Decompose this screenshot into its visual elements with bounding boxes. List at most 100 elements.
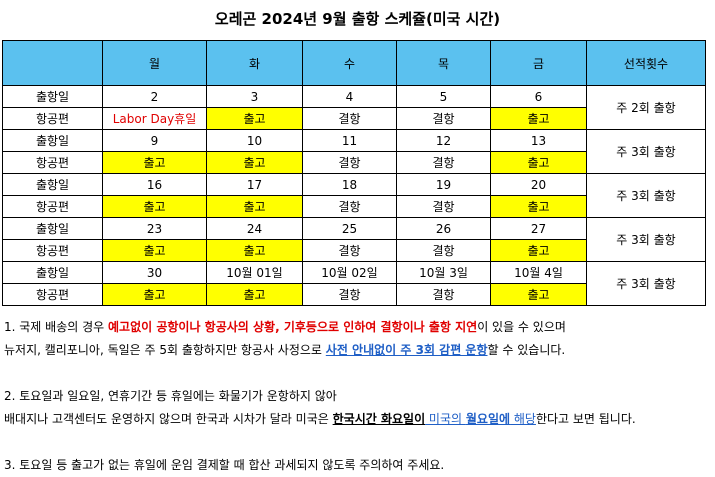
date-cell: 23: [102, 217, 207, 240]
note-text: 뉴저지, 캘리포니아, 독일은 주 5회 출항하지만 항공사 사정으로: [4, 343, 326, 357]
frequency-cell: 주 3회 출항: [586, 217, 706, 262]
table-row: 출항일 2 3 4 5 6 주 2회 출항: [2, 85, 706, 130]
shipment-cell: 출고: [490, 107, 587, 130]
shipment-cell: 출고: [490, 151, 587, 174]
shipment-cell: 출고: [102, 151, 207, 174]
cancel-cell: 결항: [396, 195, 491, 218]
row-label-date: 출항일: [2, 85, 103, 108]
cancel-cell: 결항: [396, 283, 491, 306]
row-label-flight: 항공편: [2, 283, 103, 306]
date-cell: 18: [302, 173, 397, 196]
frequency-cell: 주 3회 출항: [586, 173, 706, 218]
date-cell: 10월 02일: [302, 261, 397, 284]
table-row: 항공편 출고 출고 결항 결항 출고: [2, 239, 706, 262]
table-row: 항공편 출고 출고 결항 결항 출고: [2, 195, 706, 218]
shipment-cell: 출고: [206, 151, 303, 174]
date-cell: 27: [490, 217, 587, 240]
note-text: 1. 국제 배송의 경우: [4, 320, 108, 334]
date-cell: 10: [206, 129, 303, 152]
row-label-flight: 항공편: [2, 151, 103, 174]
row-label-flight: 항공편: [2, 195, 103, 218]
shipment-cell: 출고: [206, 283, 303, 306]
note-warning-text: 예고없이 공항이나 항공사의 상황, 기후등으로 인하여 결항이나 출항 지연: [108, 320, 478, 334]
shipment-cell: 출고: [206, 239, 303, 262]
table-row: 출항일 9 10 11 12 13 주 3회 출항: [2, 129, 706, 174]
header-frequency: 선적횟수: [586, 40, 706, 86]
header-wed: 수: [302, 40, 397, 86]
note-1-line-2: 뉴저지, 캘리포니아, 독일은 주 5회 출항하지만 항공사 사정으로 사전 안…: [4, 339, 709, 362]
date-cell: 30: [102, 261, 207, 284]
note-text: 2. 토요일과 일요일, 연휴기간 등 휴일에는 화물기가 운항하지 않아: [4, 389, 337, 403]
shipment-cell: 출고: [102, 239, 207, 262]
date-cell: 2: [102, 85, 207, 108]
row-label-flight: 항공편: [2, 239, 103, 262]
cancel-cell: 결항: [302, 239, 397, 262]
date-cell: 9: [102, 129, 207, 152]
row-label-date: 출항일: [2, 173, 103, 196]
date-cell: 11: [302, 129, 397, 152]
cancel-cell: 결항: [302, 107, 397, 130]
holiday-cell: Labor Day휴일: [102, 107, 207, 130]
note-text: 미국의: [425, 412, 466, 426]
note-text: 배대지나 고객센터도 운영하지 않으며 한국과 시차가 달라 미국은: [4, 412, 333, 426]
cancel-cell: 결항: [302, 195, 397, 218]
shipment-cell: 출고: [102, 283, 207, 306]
note-text: 할 수 있습니다.: [487, 343, 566, 357]
note-text: 3. 토요일 등 출고가 없는 휴일에 운임 결제할 때 합산 과세되지 않도록…: [4, 458, 445, 472]
shipment-cell: 출고: [490, 239, 587, 262]
date-cell: 6: [490, 85, 587, 108]
row-label-date: 출항일: [2, 129, 103, 152]
page-title: 오레곤 2024년 9월 출항 스케쥴(미국 시간): [214, 10, 501, 28]
cancel-cell: 결항: [396, 151, 491, 174]
cancel-cell: 결항: [302, 283, 397, 306]
header-thu: 목: [396, 40, 491, 86]
cancel-cell: 결항: [396, 107, 491, 130]
notes-section: 1. 국제 배송의 경우 예고없이 공항이나 항공사의 상황, 기후등으로 인하…: [4, 316, 709, 477]
header-blank: [2, 40, 103, 86]
table-row: 출항일 16 17 18 19 20 주 3회 출항: [2, 173, 706, 218]
date-cell: 26: [396, 217, 491, 240]
shipment-cell: 출고: [206, 195, 303, 218]
note-3: 3. 토요일 등 출고가 없는 휴일에 운임 결제할 때 합산 과세되지 않도록…: [4, 454, 709, 477]
date-cell: 12: [396, 129, 491, 152]
date-cell: 3: [206, 85, 303, 108]
date-cell: 19: [396, 173, 491, 196]
note-2-line-1: 2. 토요일과 일요일, 연휴기간 등 휴일에는 화물기가 운항하지 않아: [4, 385, 709, 408]
shipment-cell: 출고: [490, 283, 587, 306]
shipment-cell: 출고: [206, 107, 303, 130]
note-text: 이 있을 수 있으며: [477, 320, 566, 334]
date-cell: 20: [490, 173, 587, 196]
note-1-line-1: 1. 국제 배송의 경우 예고없이 공항이나 항공사의 상황, 기후등으로 인하…: [4, 316, 709, 339]
table-row: 출항일 30 10월 01일 10월 02일 10월 3일 10월 4일 주 3…: [2, 261, 706, 306]
shipment-cell: 출고: [490, 195, 587, 218]
note-text: 월요일에: [465, 412, 511, 426]
schedule-table: 월 화 수 목 금 선적횟수 출항일 2 3 4 5 6 주 2회 출항 항공편…: [2, 40, 706, 306]
note-text: 해당: [510, 412, 536, 426]
date-cell: 4: [302, 85, 397, 108]
header-fri: 금: [490, 40, 587, 86]
date-cell: 10월 4일: [490, 261, 587, 284]
table-row: 항공편 출고 출고 결항 결항 출고: [2, 283, 706, 306]
note-emphasis-blue: 미국의 월요일에 해당: [425, 412, 536, 426]
date-cell: 24: [206, 217, 303, 240]
cancel-cell: 결항: [302, 151, 397, 174]
note-emphasis-text: 사전 안내없이 주 3회 감편 운항: [325, 343, 488, 357]
note-2-line-2: 배대지나 고객센터도 운영하지 않으며 한국과 시차가 달라 미국은 한국시간 …: [4, 408, 709, 431]
row-label-date: 출항일: [2, 261, 103, 284]
date-cell: 13: [490, 129, 587, 152]
date-cell: 17: [206, 173, 303, 196]
date-cell: 10월 3일: [396, 261, 491, 284]
note-emphasis-text: 한국시간 화요일이: [332, 412, 426, 426]
note-text: 한다고 보면 됩니다.: [535, 412, 636, 426]
row-label-flight: 항공편: [2, 107, 103, 130]
frequency-cell: 주 3회 출항: [586, 261, 706, 306]
shipment-cell: 출고: [102, 195, 207, 218]
date-cell: 25: [302, 217, 397, 240]
table-header-row: 월 화 수 목 금 선적횟수: [2, 40, 706, 86]
date-cell: 5: [396, 85, 491, 108]
header-mon: 월: [102, 40, 207, 86]
date-cell: 16: [102, 173, 207, 196]
frequency-cell: 주 3회 출항: [586, 129, 706, 174]
table-row: 출항일 23 24 25 26 27 주 3회 출항: [2, 217, 706, 262]
table-row: 항공편 Labor Day휴일 출고 결항 결항 출고: [2, 107, 706, 130]
